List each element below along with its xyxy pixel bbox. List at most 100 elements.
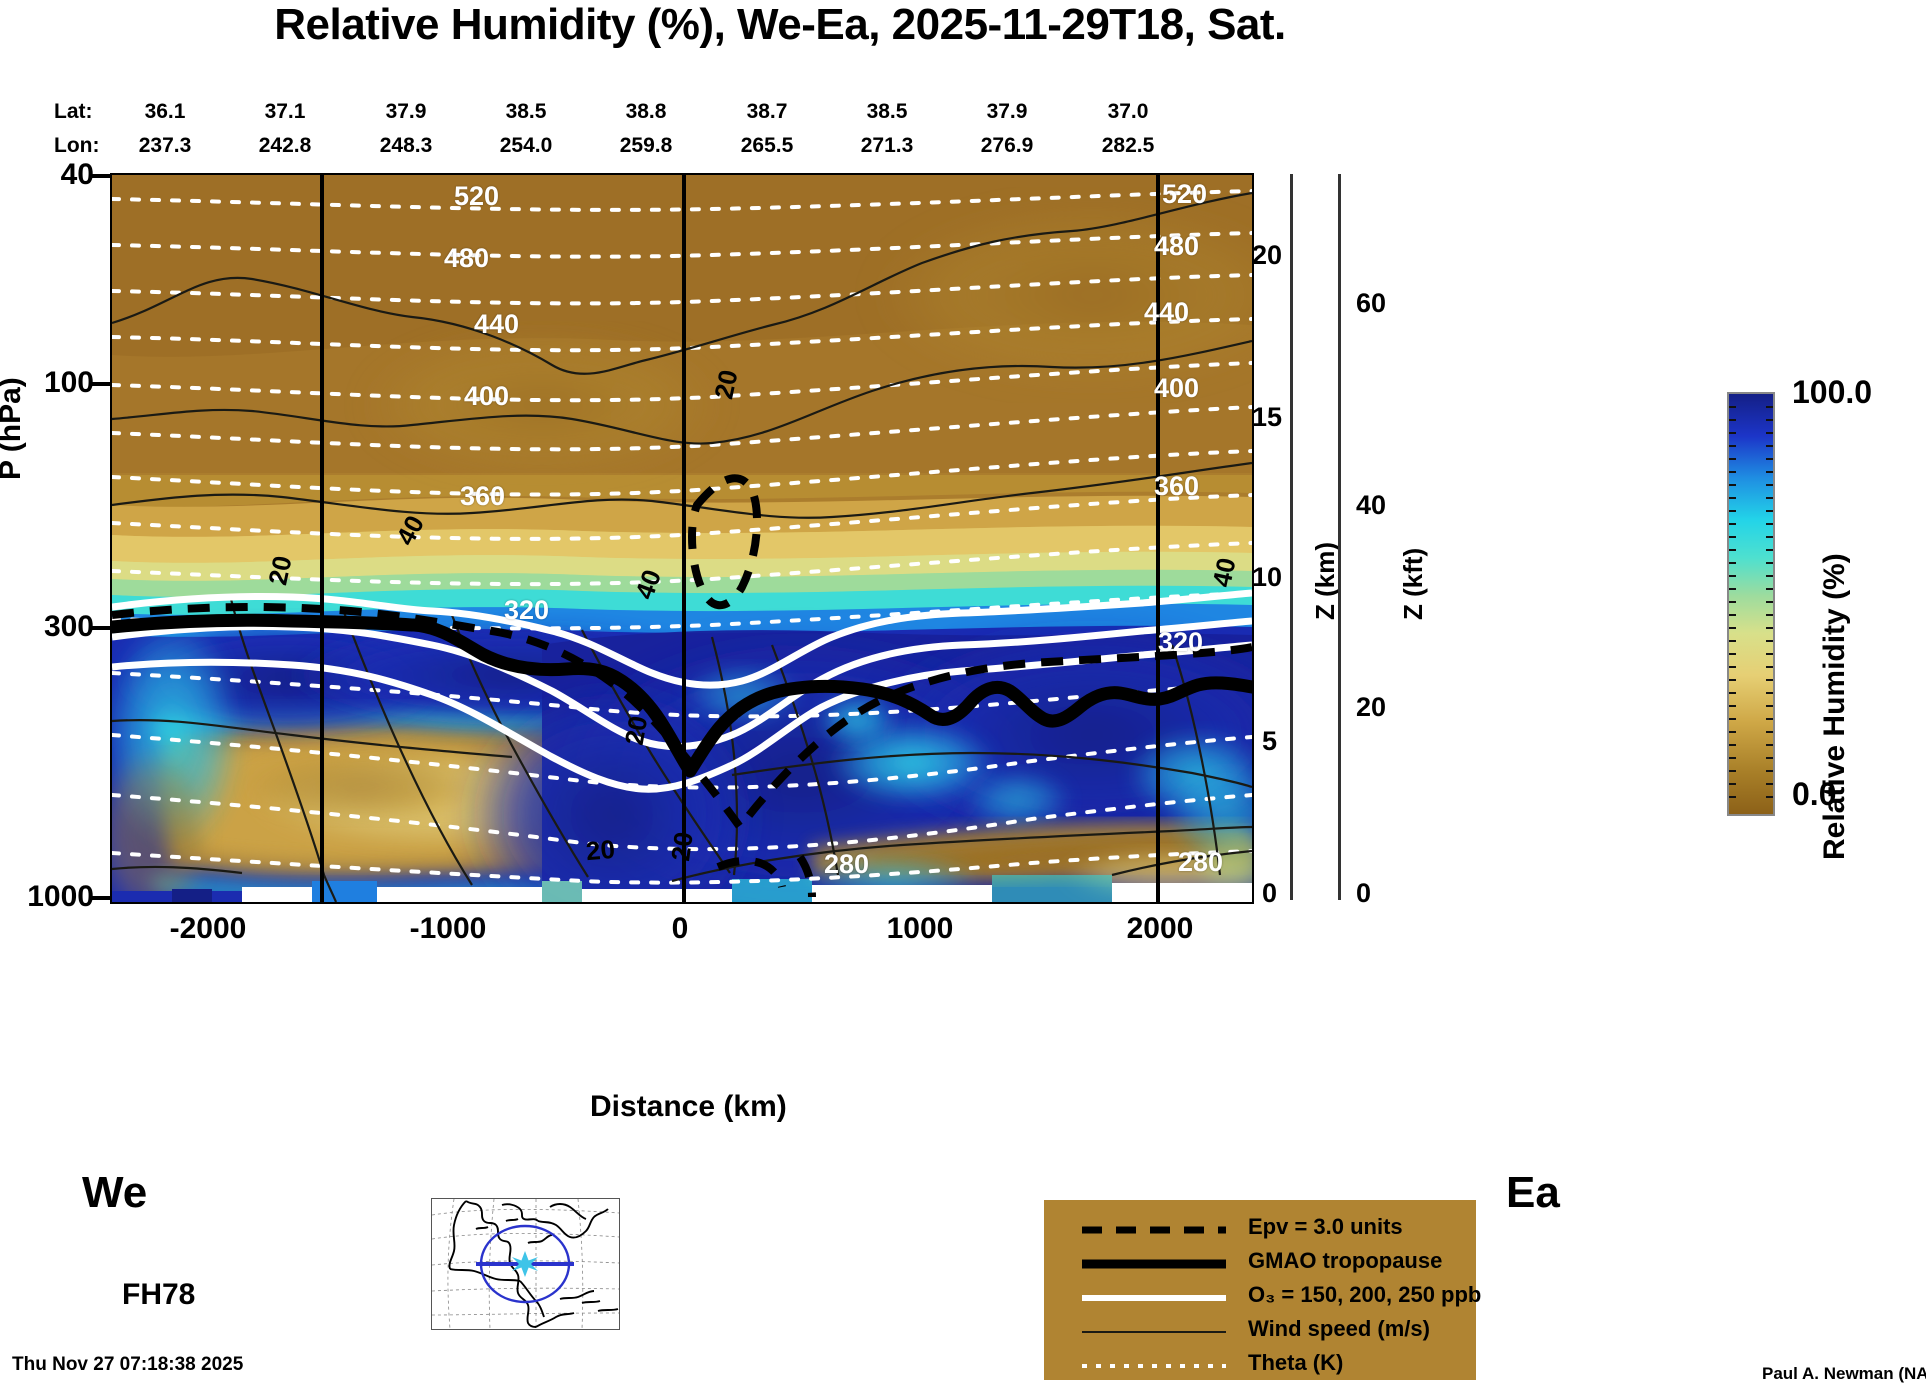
z-km-axis-line	[1290, 174, 1293, 900]
lat-value: 38.8	[625, 100, 667, 123]
z-kft-tick-label: 0	[1356, 878, 1372, 908]
x-axis-tick-label: -1000	[409, 912, 487, 945]
legend[interactable]: Epv = 3.0 units GMAO tropopause O₃ = 150…	[1044, 1200, 1481, 1380]
wind-thin-glyph	[1082, 1331, 1226, 1333]
theta-label: 320	[504, 595, 550, 625]
y-axis-tick-label: 100	[43, 366, 94, 399]
wind-label: 20	[708, 367, 744, 402]
theta-label: 400	[464, 381, 510, 411]
lon-value: 271.3	[860, 134, 914, 157]
generation-timestamp: Thu Nov 27 07:18:38 2025	[12, 1354, 244, 1375]
map-graticule	[432, 1199, 619, 1329]
wind-label: 40	[1206, 555, 1242, 590]
theta-label-right: 520	[1162, 179, 1208, 209]
theta-label: 280	[824, 849, 870, 879]
x-axis-tick-label: 0	[671, 912, 689, 945]
tropopause-contour	[112, 613, 1252, 778]
z-kft-tick-label: 60	[1356, 288, 1387, 318]
map-inset-svg	[432, 1199, 619, 1329]
theta-label-right: 280	[1178, 847, 1224, 877]
map-inset[interactable]	[431, 1198, 620, 1330]
lat-value: 37.9	[385, 100, 427, 123]
lon-value: 248.3	[379, 134, 433, 157]
vertical-marker-center	[682, 175, 686, 902]
theta-label-right: 440	[1144, 297, 1190, 327]
lon-value: 259.8	[619, 134, 673, 157]
z-km-tick-label: 10	[1252, 562, 1283, 592]
lat-row-label: Lat:	[54, 100, 93, 123]
colorbar-gradient	[1729, 394, 1773, 814]
theta-label-right: 320	[1158, 627, 1204, 657]
forecast-hour-label: FH78	[122, 1278, 196, 1311]
lat-value: 37.9	[986, 100, 1028, 123]
theta-label: 360	[460, 481, 506, 511]
theta-label-right: 360	[1154, 471, 1200, 501]
theta-label: 440	[474, 309, 520, 339]
x-axis-tick-label: 1000	[886, 912, 954, 945]
legend-label: Theta (K)	[1248, 1350, 1344, 1375]
y-axis-tick-label: 40	[60, 158, 94, 191]
colorbar-max-label: 100.0	[1792, 374, 1873, 410]
theta-label-right: 400	[1154, 373, 1200, 403]
z-km-tick-label: 15	[1252, 402, 1283, 432]
x-axis-tick-label: 2000	[1126, 912, 1194, 945]
y-tick-mark	[92, 174, 110, 178]
map-center-star	[512, 1251, 538, 1277]
epv-contour	[112, 474, 1252, 898]
lat-value: 36.1	[144, 100, 186, 123]
theta-label: 480	[444, 243, 490, 273]
wind-label: 20	[262, 553, 298, 588]
lat-value: 38.5	[505, 100, 547, 123]
y-tick-mark	[92, 626, 110, 630]
cross-section-plot[interactable]: 520 480 440 400 360 320 280 520 480 440 …	[110, 173, 1254, 904]
theta-label: 520	[454, 181, 500, 211]
y-axis-tick-label: 300	[43, 610, 94, 643]
wind-speed-contours	[112, 191, 1252, 902]
credit-label: Paul A. Newman (NASA	[1762, 1364, 1926, 1383]
z-kft-tick-label: 20	[1356, 692, 1387, 722]
theta-label-right: 480	[1154, 231, 1200, 261]
ozone-white-glyph	[1082, 1295, 1226, 1301]
z-km-tick-label: 5	[1262, 726, 1278, 756]
lon-value: 242.8	[258, 134, 312, 157]
y-axis-title: P (hPa)	[0, 377, 27, 480]
lon-value: 237.3	[138, 134, 192, 157]
z-km-tick-label: 20	[1252, 240, 1283, 270]
east-endpoint-label: Ea	[1506, 1168, 1560, 1217]
legend-label: Epv = 3.0 units	[1248, 1214, 1403, 1239]
x-axis-tick-label: -2000	[169, 912, 247, 945]
vertical-marker-east	[1156, 175, 1160, 902]
legend-label: O₃ = 150, 200, 250 ppb	[1248, 1282, 1482, 1307]
theta-dotted-glyph	[1082, 1364, 1226, 1368]
page-title: Relative Humidity (%), We-Ea, 2025-11-29…	[274, 0, 1286, 49]
y-tick-mark	[92, 896, 110, 900]
west-endpoint-label: We	[82, 1168, 148, 1217]
lat-value: 37.1	[264, 100, 306, 123]
colorbar-min-label: 0.0	[1792, 776, 1837, 812]
z-km-axis-title: Z (km)	[1310, 542, 1340, 620]
legend-label: Wind speed (m/s)	[1248, 1316, 1430, 1341]
legend-label: GMAO tropopause	[1248, 1248, 1443, 1273]
wind-label: 20	[665, 830, 699, 863]
lat-value: 38.5	[866, 100, 908, 123]
wind-label: 20	[584, 833, 617, 867]
wind-label: 20	[618, 713, 654, 748]
lat-value: 38.7	[746, 100, 788, 123]
z-kft-axis-line	[1338, 174, 1341, 900]
lon-value: 265.5	[740, 134, 794, 157]
lon-value: 254.0	[499, 134, 553, 157]
tropopause-solid-glyph	[1082, 1259, 1226, 1269]
lat-value: 37.0	[1107, 100, 1149, 123]
y-tick-mark	[92, 382, 110, 386]
z-kft-axis-title: Z (kft)	[1398, 547, 1428, 620]
z-kft-tick-label: 40	[1356, 490, 1387, 520]
z-km-tick-label: 0	[1262, 878, 1278, 908]
x-axis-title: Distance (km)	[590, 1090, 787, 1123]
epv-dashed-glyph	[1082, 1226, 1226, 1234]
colorbar[interactable]	[1727, 392, 1775, 816]
vertical-marker-west	[320, 175, 324, 902]
lon-row-label: Lon:	[54, 134, 100, 157]
lon-value: 276.9	[980, 134, 1034, 157]
y-axis-tick-label: 1000	[27, 880, 94, 913]
colorbar-title: Relative Humidity (%)	[1818, 553, 1851, 860]
